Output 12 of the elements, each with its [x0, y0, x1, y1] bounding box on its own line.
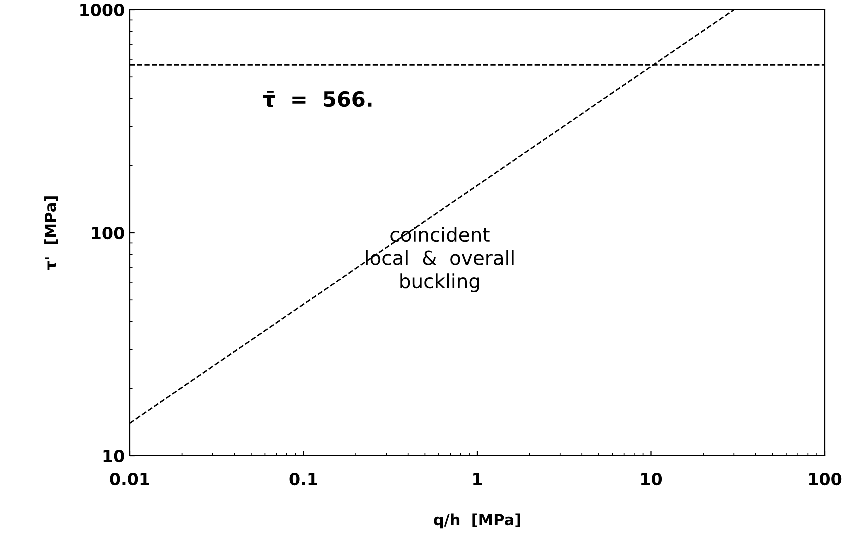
- y-tick-label: 100: [92, 226, 124, 240]
- y-axis-title: τ' [MPa]: [44, 196, 58, 270]
- x-axis-title: q/h [MPa]: [434, 514, 520, 529]
- x-tick-label: 1: [474, 473, 482, 486]
- y-tick-label: 1000: [80, 4, 124, 17]
- annotation: coincident local & overall buckling: [366, 227, 514, 292]
- y-tick-label: 10: [104, 450, 124, 463]
- x-tick-label: 0.1: [290, 472, 318, 486]
- ref-line-label: τ̄ = 566.: [263, 91, 372, 108]
- x-tick-label: 100: [809, 472, 842, 486]
- x-tick-label: 0.01: [110, 472, 150, 486]
- x-tick-label: 10: [642, 472, 662, 486]
